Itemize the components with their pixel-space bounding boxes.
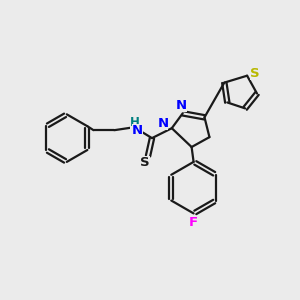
Text: S: S: [250, 67, 260, 80]
Text: F: F: [189, 216, 198, 229]
Text: N: N: [157, 117, 168, 130]
Text: N: N: [176, 99, 187, 112]
Text: N: N: [132, 124, 143, 137]
Text: H: H: [130, 116, 140, 129]
Text: S: S: [140, 156, 150, 170]
